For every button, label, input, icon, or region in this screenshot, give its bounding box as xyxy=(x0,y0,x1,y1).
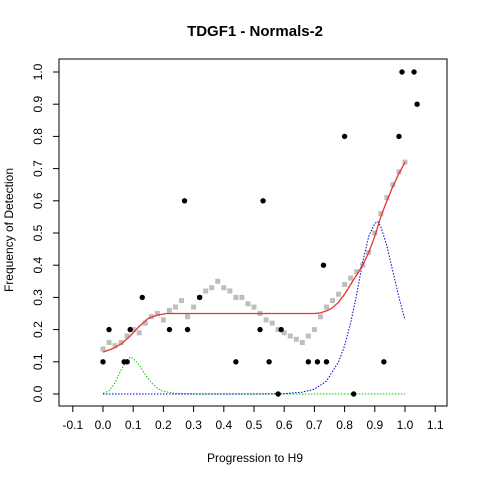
moving-average-point-18 xyxy=(209,285,214,290)
x-tick-label: 0.4 xyxy=(215,418,232,432)
moving-average-series xyxy=(101,160,408,352)
data-point-26 xyxy=(414,102,419,107)
moving-average-point-33 xyxy=(300,340,305,345)
data-point-21 xyxy=(351,391,356,396)
y-tick-label: 0.8 xyxy=(31,128,45,145)
data-point-9 xyxy=(197,295,202,300)
plot-frame xyxy=(59,59,447,406)
moving-average-point-20 xyxy=(221,285,226,290)
moving-average-point-32 xyxy=(294,337,299,342)
moving-average-point-36 xyxy=(318,314,323,319)
x-tick-label: 0.5 xyxy=(246,418,263,432)
data-point-22 xyxy=(381,359,386,364)
x-tick-label: -0.1 xyxy=(62,418,83,432)
moving-average-point-10 xyxy=(161,317,166,322)
y-tick-label: 0.1 xyxy=(31,353,45,370)
moving-average-point-15 xyxy=(191,305,196,310)
y-tick-label: 1.0 xyxy=(31,63,45,80)
moving-average-point-19 xyxy=(215,279,220,284)
data-point-14 xyxy=(275,391,280,396)
moving-average-point-50 xyxy=(403,160,408,165)
observed-points xyxy=(100,69,419,396)
y-tick-label: 0.7 xyxy=(31,160,45,177)
x-tick-label: 1.1 xyxy=(427,418,444,432)
chart-title: TDGF1 - Normals-2 xyxy=(187,23,323,40)
y-tick-label: 0.2 xyxy=(31,321,45,338)
data-point-19 xyxy=(324,359,329,364)
data-point-6 xyxy=(167,327,172,332)
moving-average-point-40 xyxy=(342,282,347,287)
moving-average-point-28 xyxy=(270,321,275,326)
y-tick-label: 0.9 xyxy=(31,96,45,113)
moving-average-point-12 xyxy=(173,305,178,310)
moving-average-point-6 xyxy=(137,330,142,335)
moving-average-point-31 xyxy=(288,334,293,339)
y-axis: 0.0 0.1 0.2 0.3 0.4 0.5 0.6 0.7 0.8 0.9 1.0 xyxy=(31,63,59,402)
fit-line xyxy=(103,162,405,352)
moving-average-point-25 xyxy=(252,305,257,310)
data-point-11 xyxy=(257,327,262,332)
moving-average-point-1 xyxy=(107,340,112,345)
y-axis-label: Frequency of Detection xyxy=(2,168,16,292)
data-point-12 xyxy=(260,198,265,203)
data-point-20 xyxy=(342,134,347,139)
fit-curve xyxy=(103,162,405,352)
moving-average-point-17 xyxy=(203,288,208,293)
data-point-8 xyxy=(185,327,190,332)
moving-average-point-27 xyxy=(264,317,269,322)
x-axis-label: Progression to H9 xyxy=(207,451,303,465)
x-tick-label: 1.0 xyxy=(397,418,414,432)
moving-average-point-39 xyxy=(336,292,341,297)
moving-average-point-35 xyxy=(312,327,317,332)
early-density-line xyxy=(103,357,405,394)
data-point-13 xyxy=(266,359,271,364)
y-tick-label: 0.6 xyxy=(31,192,45,209)
data-point-7 xyxy=(182,198,187,203)
moving-average-point-37 xyxy=(324,305,329,310)
x-tick-label: 0.9 xyxy=(366,418,383,432)
moving-average-point-0 xyxy=(101,346,106,351)
moving-average-point-14 xyxy=(185,314,190,319)
data-point-10 xyxy=(233,359,238,364)
moving-average-point-23 xyxy=(239,295,244,300)
y-tick-label: 0.0 xyxy=(31,385,45,402)
x-tick-label: 0.3 xyxy=(185,418,202,432)
early-density-curve xyxy=(103,357,405,394)
x-axis: -0.1 0.0 0.1 0.2 0.3 0.4 0.5 0.6 0.7 0.8 0.9 1.0 1.1 xyxy=(62,406,443,432)
data-point-15 xyxy=(278,327,283,332)
moving-average-point-38 xyxy=(330,298,335,303)
data-point-25 xyxy=(411,69,416,74)
y-tick-label: 0.4 xyxy=(31,257,45,274)
moving-average-point-11 xyxy=(167,308,172,313)
y-tick-label: 0.5 xyxy=(31,224,45,241)
data-point-24 xyxy=(399,69,404,74)
data-point-0 xyxy=(100,359,105,364)
x-tick-label: 0.1 xyxy=(125,418,142,432)
x-tick-label: 0.8 xyxy=(336,418,353,432)
moving-average-point-41 xyxy=(348,276,353,281)
data-point-3 xyxy=(124,359,129,364)
moving-average-point-22 xyxy=(233,295,238,300)
data-point-16 xyxy=(306,359,311,364)
moving-average-point-13 xyxy=(179,298,184,303)
x-tick-label: 0.2 xyxy=(155,418,172,432)
data-point-17 xyxy=(315,359,320,364)
moving-average-point-21 xyxy=(227,288,232,293)
data-point-1 xyxy=(106,327,111,332)
x-tick-label: 0.6 xyxy=(276,418,293,432)
moving-average-point-24 xyxy=(245,301,250,306)
data-point-23 xyxy=(396,134,401,139)
data-point-18 xyxy=(321,263,326,268)
y-tick-label: 0.3 xyxy=(31,289,45,306)
x-tick-label: 0.0 xyxy=(95,418,112,432)
data-point-5 xyxy=(140,295,145,300)
moving-average-point-34 xyxy=(306,334,311,339)
data-point-4 xyxy=(127,327,132,332)
x-tick-label: 0.7 xyxy=(306,418,323,432)
